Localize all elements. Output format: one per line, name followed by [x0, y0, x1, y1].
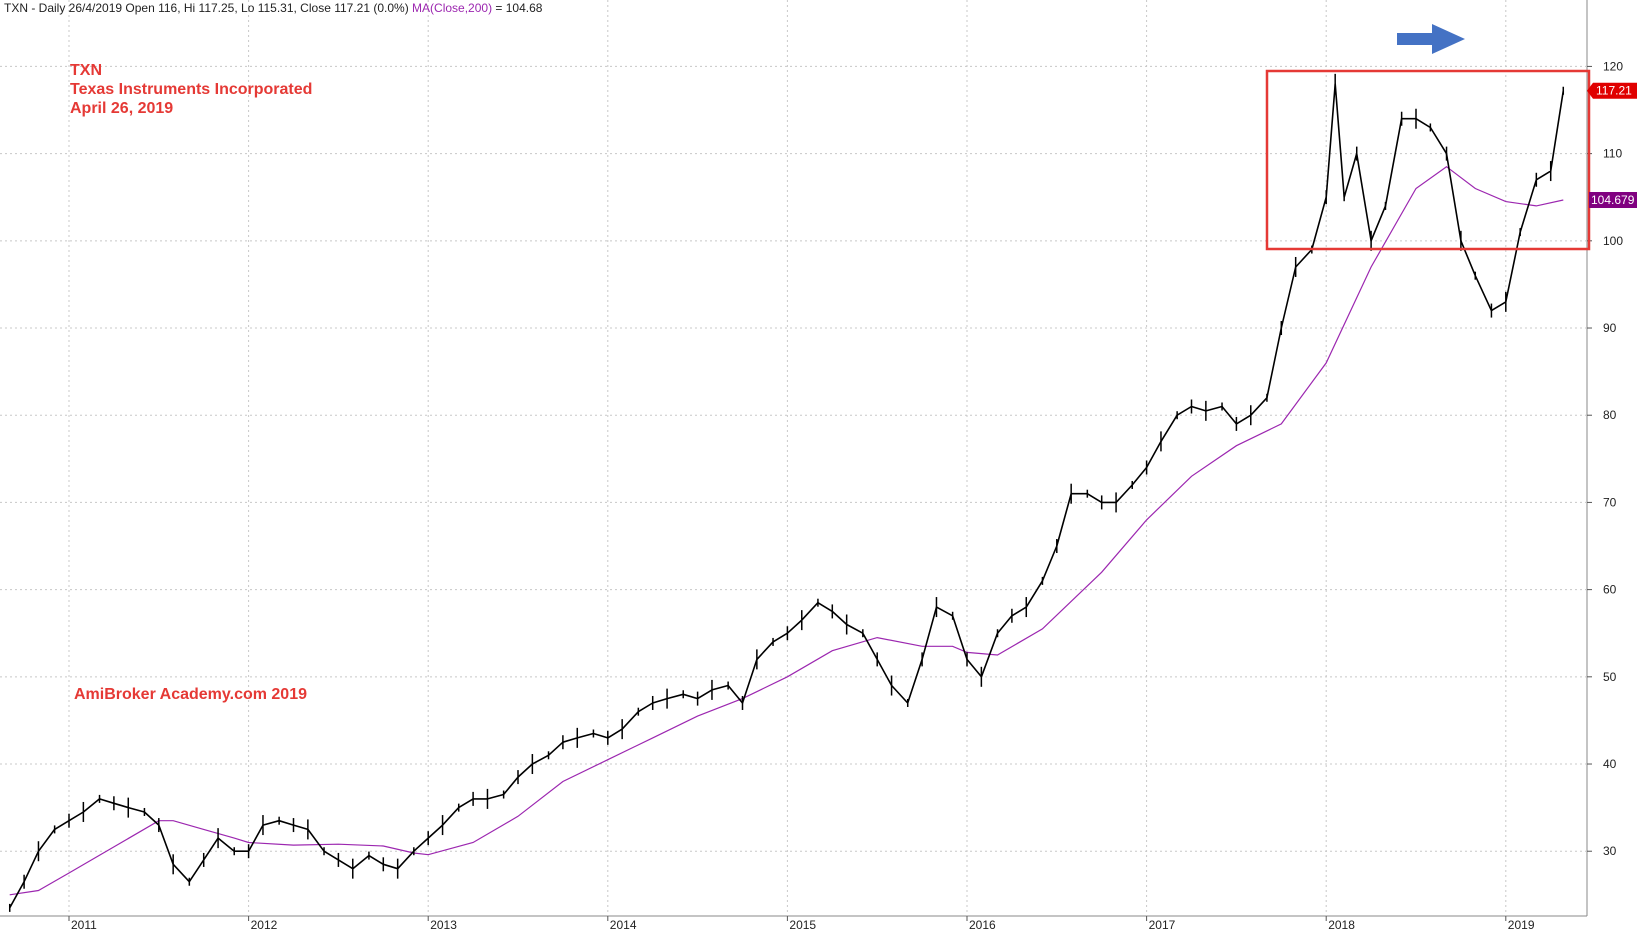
y-tick-label: 80 — [1603, 408, 1617, 422]
watermark-text: AmiBroker Academy.com 2019 — [74, 686, 307, 703]
info-main: TXN - Daily 26/4/2019 Open 116, Hi 117.2… — [4, 1, 409, 15]
annotation-date: April 26, 2019 — [70, 100, 174, 117]
y-tick-label: 30 — [1603, 844, 1617, 858]
x-tick-label: 2019 — [1508, 918, 1535, 932]
x-tick-label: 2012 — [251, 918, 278, 932]
x-tick-label: 2018 — [1328, 918, 1355, 932]
ma-value-tag: 104.679 — [1589, 192, 1637, 209]
annotation-symbol: TXN — [70, 62, 102, 79]
ma-value-label: 104.679 — [1591, 193, 1635, 207]
arrow-right-icon — [1397, 24, 1465, 54]
price-line — [8, 83, 1565, 909]
y-tick-label: 120 — [1603, 59, 1623, 73]
x-axis: 2011 2012 2013 2014 2015 2016 2017 2018 2019 — [68, 916, 1535, 932]
y-tick-label: 60 — [1603, 583, 1617, 597]
ma-line — [9, 165, 1564, 896]
y-axis: 30 40 50 60 70 80 90 100 110 120 — [1587, 59, 1623, 858]
last-price-label: 117.21 — [1596, 84, 1632, 98]
y-tick-label: 90 — [1603, 321, 1617, 335]
x-tick-label: 2016 — [969, 918, 996, 932]
x-tick-label: 2017 — [1149, 918, 1176, 932]
y-tick-label: 110 — [1603, 147, 1622, 161]
x-tick-label: 2014 — [610, 918, 637, 932]
y-tick-label: 50 — [1603, 670, 1617, 684]
x-tick-label: 2011 — [71, 918, 97, 932]
grid-layer — [0, 0, 1588, 917]
y-tick-label: 40 — [1603, 757, 1617, 771]
price-bars — [8, 73, 1565, 912]
y-tick-label: 70 — [1603, 495, 1617, 509]
info-ma-value: = 104.68 — [492, 1, 543, 15]
x-tick-label: 2013 — [430, 918, 457, 932]
range-box — [1265, 69, 1591, 251]
x-tick-label: 2015 — [789, 918, 816, 932]
annotation-company: Texas Instruments Incorporated — [70, 81, 313, 98]
info-ma: MA(Close,200) — [412, 1, 493, 15]
info-bar: TXN - Daily 26/4/2019 Open 116, Hi 117.2… — [4, 1, 542, 15]
y-tick-label: 100 — [1603, 234, 1623, 248]
last-price-tag: 117.21 — [1587, 82, 1637, 99]
